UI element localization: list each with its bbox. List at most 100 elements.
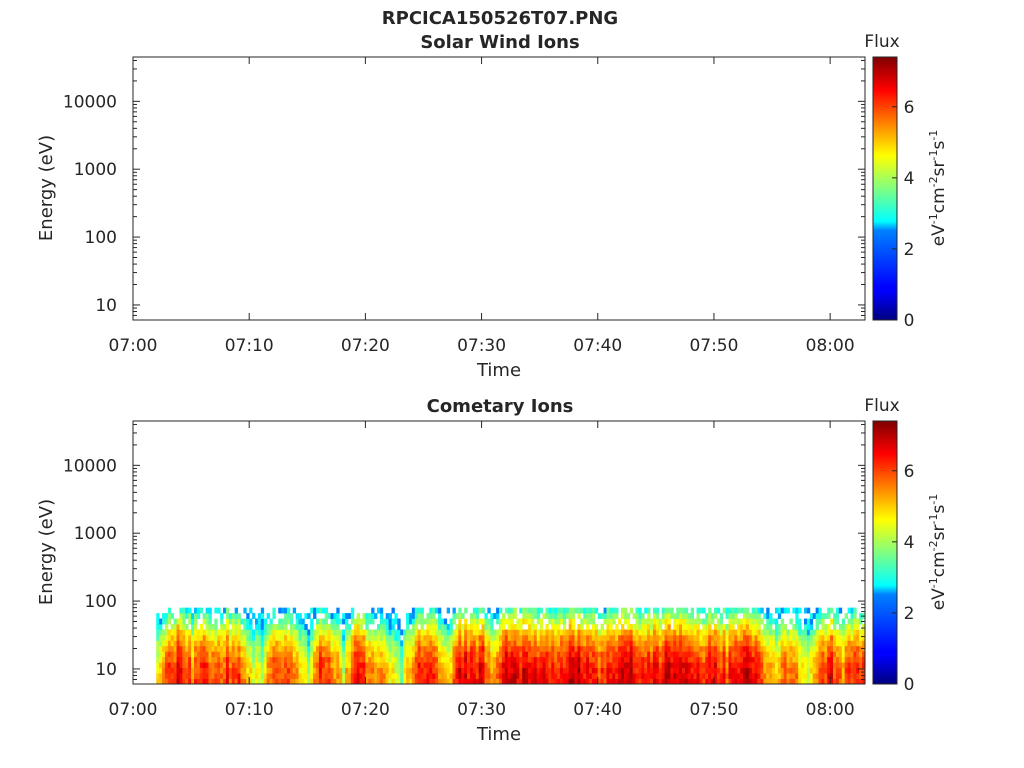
spectrogram-cell [792,651,796,658]
spectrogram-cell [635,613,639,619]
spectrogram-cell [679,613,683,619]
spectrogram-cell [513,662,517,669]
spectrogram-cell [618,678,622,685]
spectrogram-cell [167,667,172,674]
spectrogram-cell [406,662,410,669]
spectrogram-cell [635,645,639,652]
spectrogram-cell [528,618,532,625]
spectrogram-cell [255,618,259,625]
spectrogram-cell [774,667,779,674]
spectrogram-cell [499,624,503,630]
spectrogram-cell [609,656,613,663]
spectrogram-cell [586,662,590,669]
spectrogram-cell [859,640,863,647]
spectrogram-cell [432,673,436,679]
spectrogram-cell [766,634,770,641]
spectrogram-cell [179,629,183,636]
spectrogram-cell [745,629,750,636]
spectrogram-cell [347,656,352,663]
spectrogram-cell [231,673,236,679]
spectrogram-cell [737,673,741,679]
spectrogram-cell [188,607,192,614]
spectrogram-cell [711,618,715,625]
spectrogram-cell [725,607,729,614]
spectrogram-cell [368,645,372,652]
spectrogram-cell [475,656,480,663]
spectrogram-cell [687,634,692,641]
colorbar-title: Flux [864,396,899,416]
spectrogram-cell [368,629,372,636]
spectrogram-cell [240,640,244,647]
spectrogram-cell [464,624,468,630]
spectrogram-cell [199,634,204,641]
spectrogram-cell [330,634,334,641]
spectrogram-cell [615,662,619,669]
spectrogram-cell [321,651,326,658]
spectrogram-cell [194,667,198,674]
spectrogram-cell [644,640,648,647]
spectrogram-cell [682,618,686,625]
spectrogram-cell [687,662,692,669]
spectrogram-cell [507,640,512,647]
spectrogram-cell [789,634,793,641]
spectrogram-cell [394,613,398,619]
spectrogram-cell [629,645,634,652]
spectrogram-cell [786,656,790,663]
spectrogram-cell [859,613,863,619]
spectrogram-cell [316,678,320,685]
spectrogram-cell [745,673,750,679]
spectrogram-cell [304,640,308,647]
spectrogram-cell [682,624,686,630]
spectrogram-cell [745,667,750,674]
spectrogram-cell [554,618,558,625]
spectrogram-cell [281,656,285,663]
spectrogram-cell [551,673,555,679]
spectrogram-cell [191,667,195,674]
spectrogram-cell [499,618,503,625]
solar-wind-panel: Solar Wind Ions 07:00 07:10 07:20 07:30 07:4… [36,32,949,381]
spectrogram-cell [757,656,761,663]
spectrogram-cell [455,656,459,663]
spectrogram-cell [377,634,381,641]
spectrogram-cell [600,624,604,630]
spectrogram-cell [408,673,413,679]
spectrogram-cell [356,624,360,630]
spectrogram-cell [304,613,308,619]
spectrogram-cell [455,629,459,636]
spectrogram-cell [499,629,503,636]
spectrogram-cell [249,645,253,652]
colorbar-tick-label: 0 [904,311,915,331]
spectrogram-cell [400,640,404,647]
spectrogram-cell [377,651,381,658]
spectrogram-cell [263,645,268,652]
spectrogram-cell [397,667,401,674]
spectrogram-cell [853,656,857,663]
spectrogram-cell [737,629,741,636]
spectrogram-cell [304,678,308,685]
spectrogram-cell [205,607,209,614]
spectrogram-data [156,607,866,685]
spectrogram-cell [853,624,857,630]
spectrogram-cell [743,667,747,674]
spectrogram-cell [728,613,732,619]
spectrogram-cell [289,673,294,679]
spectrogram-cell [202,618,207,625]
spectrogram-cell [615,629,619,636]
spectrogram-cell [347,613,352,619]
spectrogram-cell [786,678,790,685]
spectrogram-cell [571,618,575,625]
spectrogram-cell [278,673,282,679]
spectrogram-cell [414,613,419,619]
spectrogram-cell [353,629,358,636]
x-tick-label: 07:20 [341,336,390,356]
spectrogram-cell [745,607,750,614]
spectrogram-cell [246,640,250,647]
spectrogram-cell [647,651,651,658]
spectrogram-cell [191,629,195,636]
spectrogram-cell [647,618,651,625]
spectrogram-cell [446,629,451,636]
spectrogram-cell [621,634,625,641]
spectrogram-cell [693,673,697,679]
spectrogram-cell [284,645,288,652]
